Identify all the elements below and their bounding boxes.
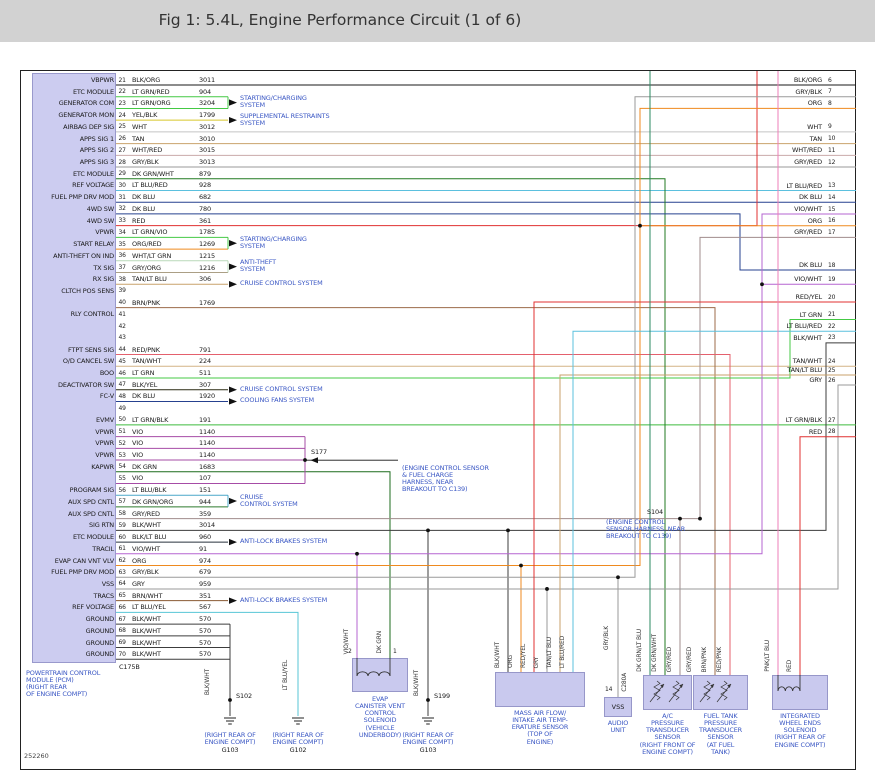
figure-title: Fig 1: 5.4L, Engine Performance Circuit … (158, 11, 522, 29)
component-box (643, 675, 692, 710)
component-box (352, 658, 408, 692)
pcm-box (32, 73, 116, 663)
component-box (693, 675, 748, 710)
component-box (772, 675, 828, 710)
component-box (495, 672, 585, 707)
part-number: 252260 (24, 752, 49, 760)
component-box: VSS (604, 697, 632, 717)
title-bar: Fig 1: 5.4L, Engine Performance Circuit … (0, 0, 875, 42)
